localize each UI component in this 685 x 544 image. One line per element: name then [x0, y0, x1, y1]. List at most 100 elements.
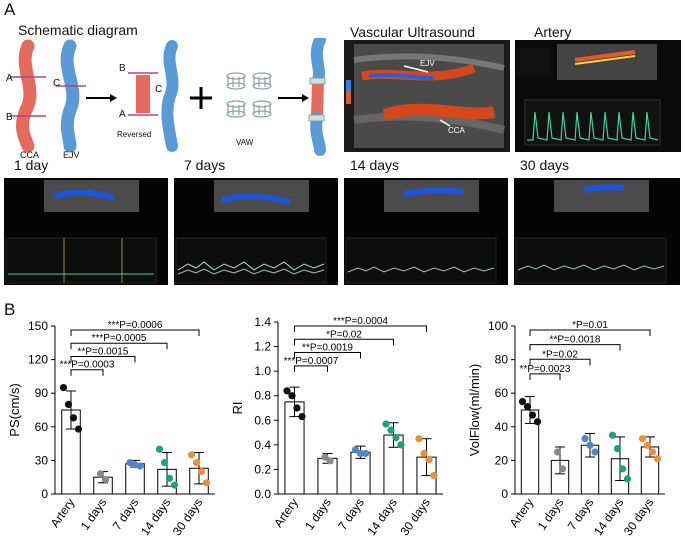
significance-label: *P=0.01: [572, 320, 608, 331]
data-point: [59, 384, 68, 392]
significance-bracket: [529, 329, 651, 336]
y-tick-label: 0: [501, 487, 508, 501]
significance-bracket: [529, 358, 591, 366]
y-tick-label: 60: [35, 420, 49, 434]
data-point: [420, 449, 428, 458]
ultrasound-title: Vascular Ultrasound: [350, 24, 476, 40]
data-point: [283, 387, 291, 395]
label-c: C: [53, 78, 61, 89]
data-point: [608, 431, 617, 439]
cca-vessel: [16, 39, 37, 153]
us-label-cca: CCA: [448, 126, 465, 135]
data-point: [653, 455, 662, 463]
schematic-title: Schematic diagram: [18, 22, 138, 38]
y-tick-label: 0.8: [254, 389, 271, 403]
significance-label: ***P=0.0006: [108, 320, 163, 331]
label-b-bottom: B: [6, 112, 13, 123]
y-tick-label: 90: [35, 386, 49, 400]
data-point: [96, 470, 105, 478]
y-tick-label: 40: [495, 420, 509, 434]
label-vaw: VAW: [236, 138, 254, 147]
data-point: [581, 434, 589, 443]
data-point: [197, 468, 206, 476]
x-tick-label: 7 days: [335, 496, 367, 533]
x-tick-label: 30 days: [170, 496, 206, 538]
panel-b-letter: B: [4, 300, 16, 319]
artery-title: Artery: [534, 24, 572, 40]
ultrasound-7-days: [174, 178, 338, 285]
vaw-rings: [226, 72, 272, 118]
significance-bracket: [294, 325, 427, 332]
significance-label: **P=0.0018: [550, 335, 601, 346]
data-point: [298, 413, 306, 421]
significance-label: **P=0.0023: [520, 364, 571, 375]
x-tick-label: Artery: [271, 496, 301, 530]
significance-label: *P=0.02: [326, 329, 362, 340]
data-point: [288, 392, 296, 400]
data-point: [361, 449, 370, 458]
y-tick-label: 0.6: [254, 413, 271, 427]
data-point: [64, 400, 73, 408]
ultrasound-image-main: [344, 40, 510, 152]
data-point: [74, 425, 83, 433]
data-point: [533, 418, 542, 426]
significance-bracket: [70, 355, 136, 363]
ultrasound-14-days: [344, 178, 508, 285]
cca-flow: [382, 103, 496, 121]
data-point: [553, 448, 562, 456]
y-tick-label: 60: [495, 386, 509, 400]
significance-label: ***P=0.0003: [60, 360, 115, 371]
x-tick-label: 7 days: [565, 496, 597, 533]
timepoint-7-days: 7 days: [184, 157, 226, 173]
significance-label: ***P=0.0007: [284, 356, 339, 367]
data-point: [136, 462, 144, 470]
x-tick-label: 30 days: [621, 496, 657, 538]
label-reversed: Reversed: [117, 130, 152, 139]
data-point: [387, 426, 395, 434]
data-point: [618, 465, 627, 473]
ultrasound-30-days: [514, 178, 680, 285]
data-point: [518, 398, 527, 406]
y-tick-label: 1.0: [254, 364, 271, 378]
data-point: [430, 471, 438, 480]
data-point: [155, 445, 164, 453]
data-point: [623, 475, 632, 483]
x-tick-label: Artery: [507, 496, 537, 530]
data-point: [170, 481, 179, 489]
schematic-diagram: [10, 38, 326, 156]
y-tick-label: 1.2: [254, 340, 271, 354]
data-point: [586, 441, 594, 449]
data-point: [192, 459, 201, 467]
data-point: [101, 475, 110, 484]
data-point: [638, 434, 647, 443]
significance-bracket: [70, 369, 104, 376]
data-point: [397, 441, 405, 449]
label-cca: CCA: [20, 150, 40, 160]
y-tick-label: 1.4: [254, 315, 271, 329]
x-tick-label: Artery: [48, 496, 78, 530]
data-point: [425, 456, 433, 464]
x-tick-label: 1 days: [302, 496, 334, 533]
y-axis-label: VolFlow(ml/min): [467, 364, 482, 456]
significance-bracket: [70, 342, 168, 350]
y-tick-label: 20: [495, 453, 509, 467]
y-tick-label: 0.2: [254, 462, 271, 476]
significance-label: **P=0.0015: [78, 346, 129, 357]
label-a-top: A: [6, 73, 13, 84]
y-tick-label: 30: [35, 453, 49, 467]
data-point: [160, 459, 169, 467]
label-reversed-a: A: [119, 109, 126, 120]
significance-label: **P=0.0019: [302, 343, 353, 354]
timepoint-1-day: 1 day: [14, 157, 49, 173]
label-reversed-c: C: [155, 84, 163, 95]
y-tick-label: 120: [28, 353, 48, 367]
chart-ps: 0 30 60 90 120 150 PS(cm/s) Artery 1 days 7 days1…: [7, 319, 215, 538]
data-point: [558, 465, 567, 473]
data-point: [293, 404, 301, 412]
data-point: [591, 448, 599, 456]
x-tick-label: 30 days: [397, 496, 433, 538]
data-point: [187, 451, 196, 459]
ultrasound-1-day: [4, 178, 168, 285]
data-point: [356, 449, 365, 458]
